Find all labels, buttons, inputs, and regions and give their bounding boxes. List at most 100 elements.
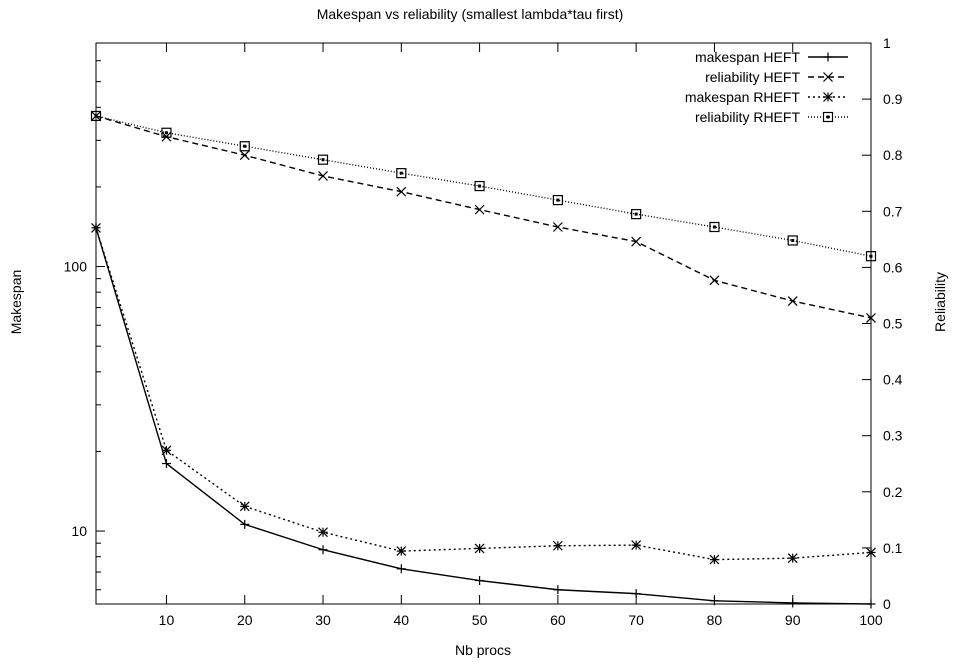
marker-stroke bbox=[474, 543, 485, 554]
y2-tick-label: 0.2 bbox=[883, 484, 903, 500]
data-point-reliability-rheft bbox=[631, 209, 642, 220]
marker-stroke bbox=[631, 209, 642, 220]
data-point-reliability-heft bbox=[552, 222, 563, 232]
x-tick-label: 50 bbox=[472, 612, 488, 628]
marker-stroke bbox=[318, 527, 328, 538]
x-tick-label: 90 bbox=[785, 612, 801, 628]
marker-stroke bbox=[474, 204, 485, 215]
marker-stroke bbox=[709, 554, 720, 565]
marker-stroke bbox=[791, 238, 795, 242]
marker-stroke bbox=[631, 236, 642, 247]
marker-stroke bbox=[164, 131, 168, 135]
legend: makespan HEFT reliability HEFT makespan RH… bbox=[685, 49, 848, 125]
x-tick-label: 70 bbox=[628, 612, 644, 628]
y-tick-label: 100 bbox=[64, 259, 88, 275]
data-point-reliability-rheft bbox=[474, 180, 485, 192]
data-point-makespan-heft bbox=[475, 576, 485, 586]
marker-stroke bbox=[787, 235, 798, 246]
x-tick-label: 20 bbox=[237, 612, 253, 628]
chart-title: Makespan vs reliability (smallest lambda… bbox=[317, 6, 624, 22]
marker-stroke bbox=[396, 186, 407, 197]
data-point-makespan-heft bbox=[631, 589, 641, 599]
legend-label: reliability HEFT bbox=[705, 69, 800, 85]
marker-stroke bbox=[709, 275, 720, 286]
legend-marker bbox=[823, 52, 833, 62]
data-point-reliability-heft bbox=[318, 171, 328, 181]
x-tick-label: 80 bbox=[707, 612, 723, 628]
legend-label: makespan HEFT bbox=[695, 49, 800, 65]
data-point-makespan-rheft bbox=[239, 501, 250, 512]
x-tick-label: 10 bbox=[159, 612, 175, 628]
marker-stroke bbox=[161, 445, 172, 456]
y2-tick-label: 0 bbox=[883, 596, 891, 612]
data-point-reliability-heft bbox=[709, 275, 720, 286]
data-point-makespan-rheft bbox=[631, 540, 642, 551]
marker-stroke bbox=[399, 171, 403, 175]
data-point-reliability-heft bbox=[396, 186, 407, 197]
legend-marker bbox=[823, 92, 833, 102]
marker-stroke bbox=[822, 111, 834, 123]
x-tick-label: 40 bbox=[394, 612, 410, 628]
data-point-reliability-rheft bbox=[552, 194, 563, 206]
y2-axis-label: Reliability bbox=[932, 272, 948, 332]
marker-stroke bbox=[823, 72, 833, 82]
data-point-reliability-heft bbox=[787, 296, 798, 306]
data-point-reliability-rheft bbox=[787, 235, 798, 246]
marker-stroke bbox=[634, 212, 638, 216]
marker-stroke bbox=[474, 180, 485, 192]
marker-stroke bbox=[787, 553, 798, 564]
plot-frame bbox=[95, 42, 872, 605]
data-point-reliability-heft bbox=[631, 236, 642, 247]
marker-stroke bbox=[826, 115, 830, 119]
marker-stroke bbox=[709, 221, 720, 233]
y2-tick-label: 0.3 bbox=[883, 428, 903, 444]
legend-label: reliability RHEFT bbox=[695, 109, 800, 125]
marker-stroke bbox=[317, 154, 329, 165]
marker-stroke bbox=[321, 158, 325, 162]
y2-tick-label: 0.7 bbox=[883, 203, 903, 219]
plot-marks: 10 20 30 40 50 60 70 80 90 1001010000.10.20.30.40… bbox=[64, 35, 903, 628]
y-tick-label: 10 bbox=[71, 523, 87, 539]
data-point-makespan-heft bbox=[788, 598, 798, 608]
data-point-reliability-heft bbox=[474, 204, 485, 215]
marker-stroke bbox=[239, 150, 250, 161]
marker-stroke bbox=[239, 501, 250, 512]
data-point-reliability-rheft bbox=[161, 127, 172, 138]
data-point-reliability-rheft bbox=[239, 141, 250, 152]
y2-tick-label: 1 bbox=[883, 35, 891, 51]
marker-stroke bbox=[552, 222, 563, 232]
marker-stroke bbox=[556, 198, 560, 202]
marker-stroke bbox=[318, 171, 328, 181]
marker-stroke bbox=[787, 296, 798, 306]
data-point-makespan-rheft bbox=[161, 445, 172, 456]
data-point-makespan-heft bbox=[553, 585, 563, 595]
data-point-makespan-rheft bbox=[552, 540, 563, 551]
y2-tick-label: 0.9 bbox=[883, 91, 903, 107]
marker-stroke bbox=[478, 184, 482, 188]
y2-tick-label: 0.6 bbox=[883, 259, 903, 275]
data-point-makespan-rheft bbox=[474, 543, 485, 554]
data-point-makespan-rheft bbox=[709, 554, 720, 565]
x-tick-label: 60 bbox=[550, 612, 566, 628]
marker-stroke bbox=[823, 92, 833, 102]
x-axis-label: Nb procs bbox=[455, 642, 511, 658]
data-point-reliability-rheft bbox=[396, 168, 407, 179]
data-point-reliability-rheft bbox=[317, 154, 329, 165]
legend-marker bbox=[822, 111, 834, 123]
data-point-makespan-heft bbox=[396, 564, 406, 574]
y2-tick-label: 0.8 bbox=[883, 147, 903, 163]
marker-stroke bbox=[631, 540, 642, 551]
marker-stroke bbox=[396, 546, 407, 557]
marker-stroke bbox=[712, 225, 716, 229]
legend-marker bbox=[823, 72, 833, 82]
y2-tick-label: 0.4 bbox=[883, 372, 903, 388]
data-point-makespan-heft bbox=[318, 545, 328, 555]
x-tick-label: 30 bbox=[315, 612, 331, 628]
y-axis-label: Makespan bbox=[8, 270, 24, 335]
marker-stroke bbox=[396, 168, 407, 179]
legend-label: makespan RHEFT bbox=[685, 89, 801, 105]
y2-tick-label: 0.5 bbox=[883, 316, 903, 332]
data-point-reliability-rheft bbox=[709, 221, 720, 233]
data-point-makespan-rheft bbox=[318, 527, 328, 538]
marker-stroke bbox=[243, 144, 247, 148]
